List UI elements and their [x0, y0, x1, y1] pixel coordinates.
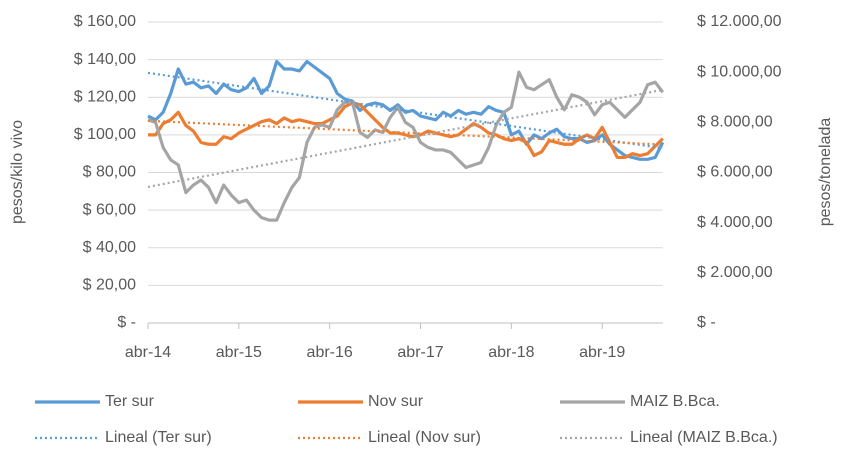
legend-label: Nov sur	[368, 393, 424, 410]
y2-tick-label: $ -	[697, 314, 716, 331]
series-line	[148, 101, 664, 160]
trend-line	[147, 88, 663, 188]
x-tick-label: abr-15	[216, 344, 262, 361]
y-tick-label: $ 140,00	[74, 51, 136, 68]
legend-label: Ter sur	[105, 393, 155, 410]
y2-tick-label: $ 6.000,00	[697, 164, 773, 181]
x-tick-label: abr-18	[488, 344, 534, 361]
legend-label: Lineal (Nov sur)	[368, 429, 481, 446]
legend-label: Lineal (Ter sur)	[105, 429, 212, 446]
y2-tick-label: $ 10.000,00	[697, 63, 782, 80]
x-tick-label: abr-14	[125, 344, 171, 361]
series-line	[147, 70, 665, 222]
y-tick-label: $ -	[117, 314, 136, 331]
y2-tick-label: $ 8.000,00	[697, 114, 773, 131]
y-tick-label: $ 60,00	[83, 201, 136, 218]
y-tick-label: $ 160,00	[74, 13, 136, 30]
y-tick-label: $ 40,00	[83, 239, 136, 256]
y-tick-label: $ 100,00	[74, 126, 136, 143]
y2-axis-title: pesos/tonelada	[817, 118, 834, 227]
y2-tick-label: $ 12.000,00	[697, 13, 782, 30]
y2-tick-label: $ 2.000,00	[697, 264, 773, 281]
x-tick-label: abr-17	[397, 344, 443, 361]
y-axis-title: pesos/kilo vivo	[9, 120, 26, 224]
legend-label: MAIZ B.Bca.	[630, 393, 720, 410]
y-tick-label: $ 20,00	[83, 277, 136, 294]
y2-tick-label: $ 4.000,00	[697, 214, 773, 231]
legend-label: Lineal (MAIZ B.Bca.)	[630, 429, 778, 446]
y-tick-label: $ 120,00	[74, 88, 136, 105]
trend-line	[147, 71, 663, 150]
y-tick-label: $ 80,00	[83, 164, 136, 181]
trend-line	[147, 119, 663, 146]
x-tick-label: abr-16	[307, 344, 353, 361]
x-tick-label: abr-19	[579, 344, 625, 361]
